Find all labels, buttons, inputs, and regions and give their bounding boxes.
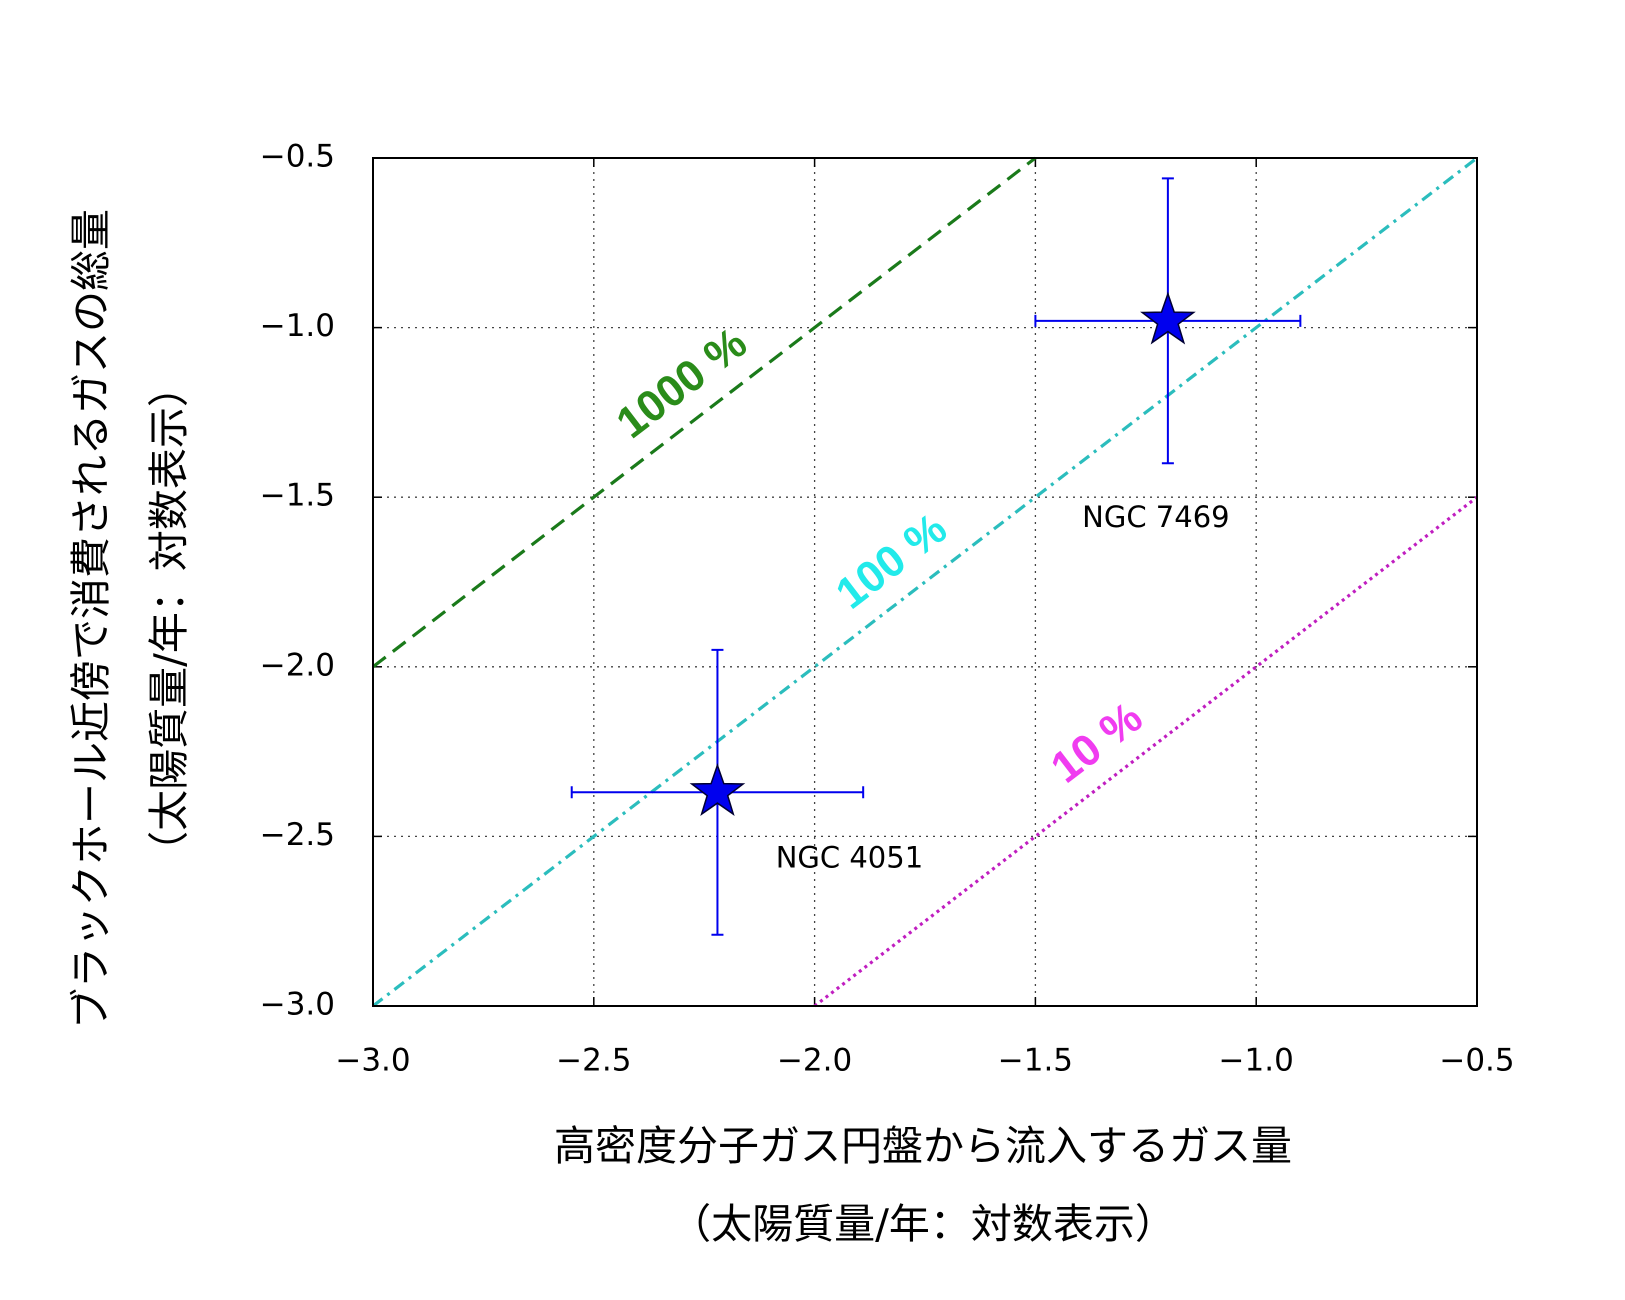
x-tick-label: −3.0 [335, 1043, 410, 1079]
point-label: NGC 7469 [1082, 500, 1229, 534]
x-tick-label: −0.5 [1439, 1043, 1514, 1079]
point-marker [689, 763, 746, 816]
y-tick-label: −0.5 [260, 139, 335, 175]
x-tick-label: −2.0 [777, 1043, 852, 1079]
y-tick-label: −1.5 [260, 478, 335, 514]
y-tick-label: −1.0 [260, 308, 335, 344]
x-axis-title: （太陽質量/年：対数表示） [670, 1200, 1176, 1248]
x-tick-label: −1.0 [1219, 1043, 1294, 1079]
y-tick-label: −2.5 [260, 817, 335, 853]
plot-frame [372, 157, 1478, 1007]
x-axis-title: 高密度分子ガス円盤から流入するガス量 [554, 1122, 1292, 1170]
y-axis-title: ブラックホール近傍で消費されるガスの総量 [67, 209, 115, 1029]
y-axis-title: （太陽質量/年：対数表示） [145, 366, 193, 872]
reference-line [372, 156, 1478, 1008]
x-tick-label: −2.5 [556, 1043, 631, 1079]
point-label: NGC 4051 [776, 840, 923, 874]
line-label: 10 % [1042, 693, 1151, 793]
line-label: 100 % [827, 504, 956, 619]
reference-line [372, 156, 1037, 669]
x-tick-label: −1.5 [998, 1043, 1073, 1079]
y-tick-label: −3.0 [260, 987, 335, 1023]
y-tick-label: −2.0 [260, 647, 335, 683]
point-marker [1140, 291, 1196, 345]
